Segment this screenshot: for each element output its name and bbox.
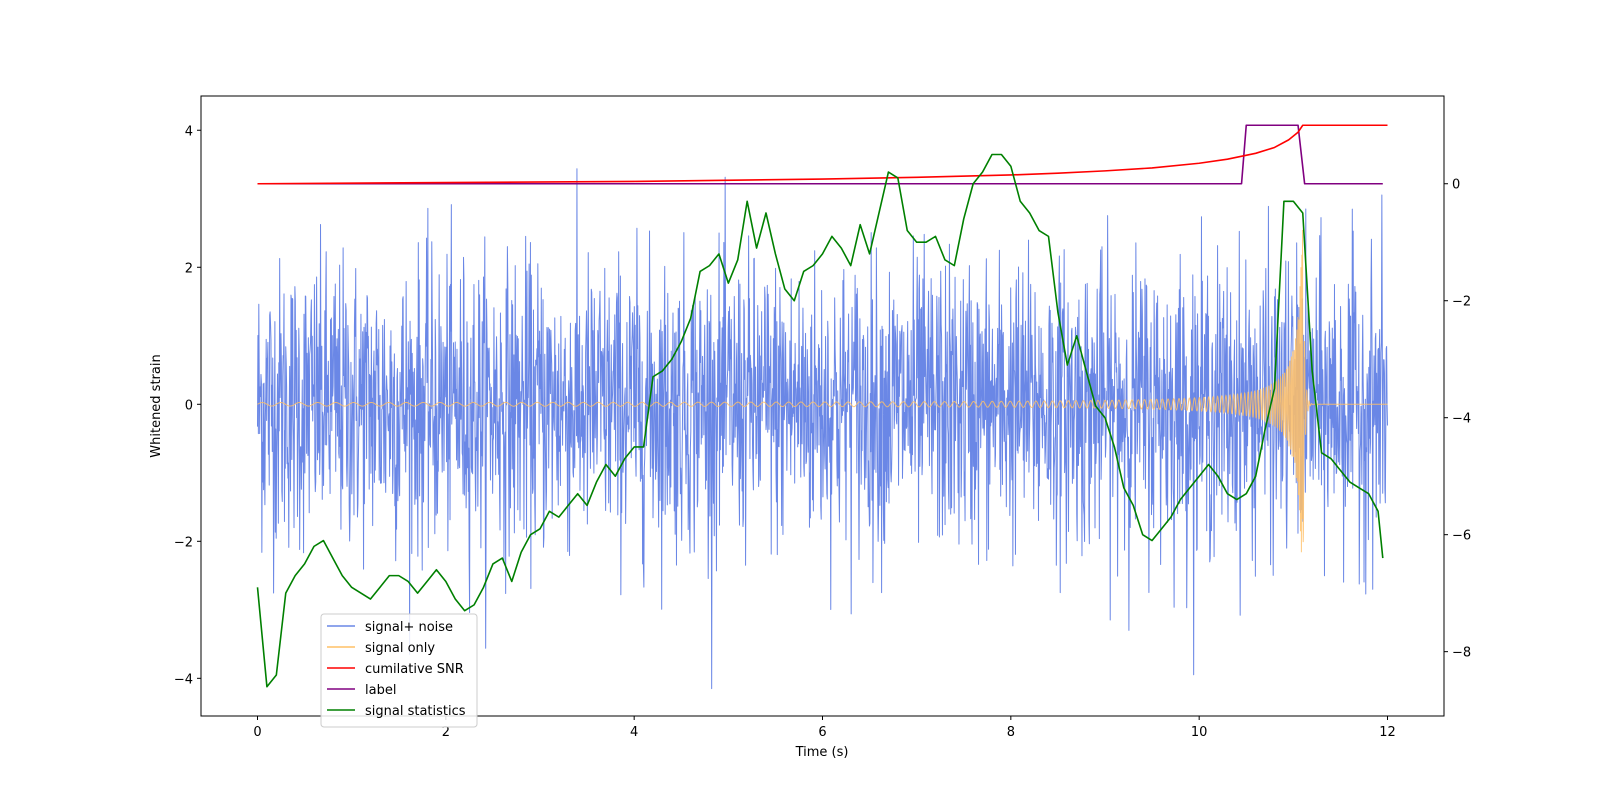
x-tick-label: 2 — [442, 725, 450, 740]
legend-label: cumilative SNR — [365, 662, 464, 677]
x-tick-label: 12 — [1379, 725, 1396, 740]
x-tick-label: 0 — [253, 725, 261, 740]
series-line-signal-only — [257, 229, 1388, 553]
legend-box — [320, 613, 478, 728]
y-tick-label: 4 — [185, 124, 193, 139]
x-tick-label: 8 — [1007, 725, 1015, 740]
legend-label: signal statistics — [365, 704, 466, 719]
y-axis-label: Whitened strain — [149, 354, 164, 457]
series-line-label — [257, 124, 1383, 185]
x-tick-label: 4 — [630, 725, 638, 740]
series-line-signal-noise — [257, 168, 1388, 690]
legend-label: label — [365, 683, 396, 698]
y2-tick-label: −6 — [1452, 529, 1471, 544]
y2-tick-label: −2 — [1452, 295, 1471, 310]
legend-label: signal+ noise — [365, 620, 453, 635]
y-tick-label: −4 — [174, 672, 193, 687]
x-tick-label: 6 — [818, 725, 826, 740]
y2-tick-label: 0 — [1452, 178, 1460, 193]
x-axis-label: Time (s) — [795, 745, 849, 760]
series-line-signal-statistics — [256, 153, 1384, 688]
series-line-cumulative-snr — [257, 124, 1388, 185]
y2-tick-label: −4 — [1452, 412, 1471, 427]
y-tick-label: −2 — [174, 535, 193, 550]
y2-tick-label: −8 — [1452, 646, 1471, 661]
legend: signal+ noise signal only cumilative SNR la… — [320, 613, 478, 728]
y-tick-label: 2 — [185, 261, 193, 276]
x-tick-label: 10 — [1191, 725, 1208, 740]
y-tick-label: 0 — [185, 398, 193, 413]
legend-label: signal only — [365, 641, 435, 656]
